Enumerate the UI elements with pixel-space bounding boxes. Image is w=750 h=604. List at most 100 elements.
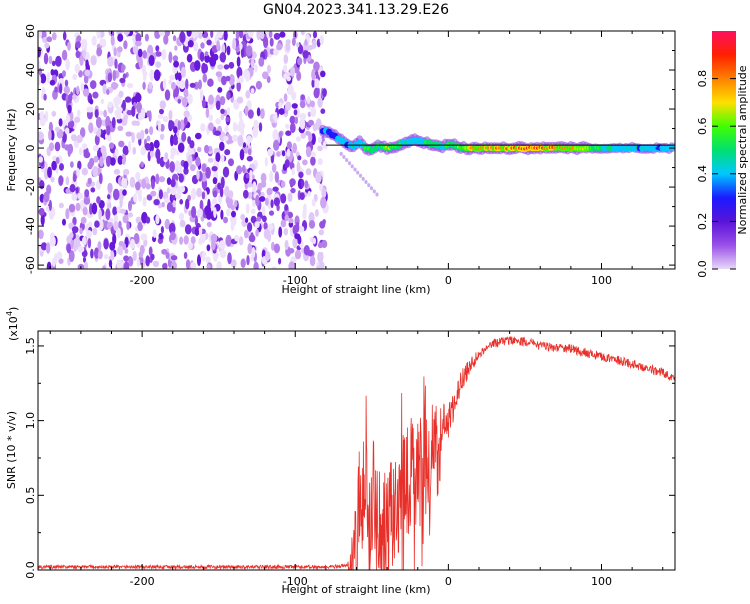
noise-cell — [84, 189, 90, 198]
noise-cell — [283, 64, 288, 73]
noise-cell — [80, 82, 85, 92]
noise-cell — [161, 201, 165, 208]
noise-cell — [304, 180, 309, 188]
noise-cell — [174, 45, 178, 51]
noise-cell — [294, 233, 301, 240]
noise-cell — [117, 33, 124, 42]
noise-cell — [155, 173, 160, 185]
noise-cell — [191, 188, 196, 194]
noise-cell — [289, 115, 296, 124]
noise-cell — [187, 93, 193, 105]
noise-cell — [219, 96, 226, 106]
noise-cell — [245, 45, 253, 57]
noise-cell — [322, 88, 327, 98]
noise-cell — [284, 159, 290, 168]
noise-cell — [64, 79, 69, 87]
noise-cell — [222, 166, 230, 178]
noise-cell — [229, 216, 236, 223]
noise-cell — [82, 88, 90, 97]
noise-cell — [236, 96, 244, 104]
noise-cell — [70, 161, 74, 168]
noise-cell — [319, 220, 326, 229]
colorbar-tick-label: 0.0 — [696, 260, 709, 278]
signal-trail — [345, 158, 349, 163]
noise-cell — [161, 248, 168, 255]
noise-cell — [196, 208, 203, 218]
noise-cell — [112, 69, 117, 82]
noise-cell — [133, 193, 138, 203]
noise-cell — [119, 208, 126, 214]
noise-cell — [65, 58, 70, 71]
noise-cell — [215, 118, 221, 125]
colorbar-tick-label: 0.2 — [696, 213, 709, 231]
noise-cell — [221, 75, 227, 86]
noise-cell — [211, 239, 216, 251]
noise-cell — [269, 170, 273, 183]
noise-cell — [216, 261, 222, 269]
noise-cell — [76, 109, 81, 118]
noise-cell — [307, 44, 314, 51]
colorbar: 0.0 0.2 0.4 0.6 0.8 Normalized spectral ampl… — [696, 31, 749, 278]
noise-cell — [118, 90, 124, 98]
noise-cell — [253, 261, 259, 269]
noise-cell — [38, 74, 42, 86]
noise-cell — [95, 116, 102, 129]
noise-cell — [83, 75, 89, 84]
noise-cell — [200, 123, 206, 132]
noise-cell — [59, 83, 63, 94]
noise-cell — [240, 258, 246, 269]
noise-cell — [132, 146, 136, 155]
noise-cell — [289, 178, 296, 187]
noise-cell — [170, 152, 175, 160]
noise-cell — [164, 152, 169, 160]
noise-cell — [152, 260, 160, 268]
noise-cell — [201, 251, 206, 262]
noise-cell — [245, 217, 249, 223]
spectrogram-ytick-label: 20 — [24, 102, 37, 116]
noise-cell — [112, 206, 118, 216]
noise-cell — [51, 32, 57, 41]
noise-cell — [112, 233, 117, 245]
noise-cell — [247, 243, 253, 255]
noise-cell — [149, 141, 155, 153]
colorbar-gradient — [712, 31, 736, 269]
noise-cell — [98, 172, 103, 185]
noise-cell — [232, 122, 238, 132]
noise-cell — [129, 238, 136, 250]
noise-cell — [224, 126, 229, 133]
signal-trail — [339, 151, 343, 156]
noise-cell — [77, 160, 82, 170]
noise-cell — [117, 155, 124, 165]
noise-cell — [170, 134, 174, 147]
noise-cell — [133, 233, 140, 245]
noise-cell — [123, 168, 130, 176]
noise-cell — [223, 135, 229, 142]
noise-cell — [85, 59, 89, 70]
noise-cell — [236, 165, 243, 175]
noise-cell — [81, 48, 87, 58]
noise-cell — [201, 62, 207, 74]
noise-cell — [314, 78, 320, 90]
noise-cell — [62, 218, 66, 226]
noise-cell — [107, 56, 114, 67]
colorbar-ticks: 0.0 0.2 0.4 0.6 0.8 — [696, 70, 736, 278]
noise-cell — [260, 172, 267, 183]
noise-cell — [137, 48, 143, 58]
noise-cell — [183, 235, 189, 245]
noise-cell — [226, 91, 231, 101]
noise-cell — [155, 51, 162, 57]
noise-cell — [172, 35, 177, 42]
noise-cell — [274, 111, 278, 124]
noise-cell — [135, 181, 141, 191]
noise-cell — [190, 261, 197, 269]
noise-cell — [300, 179, 305, 188]
noise-cell — [206, 221, 212, 228]
spectrogram-ylabel: Frequency (Hz) — [5, 109, 18, 192]
noise-cell — [58, 258, 64, 264]
noise-cell — [239, 149, 245, 161]
noise-cell — [216, 40, 221, 52]
noise-cell — [136, 258, 141, 267]
noise-cell — [67, 93, 72, 104]
noise-cell — [194, 215, 198, 226]
